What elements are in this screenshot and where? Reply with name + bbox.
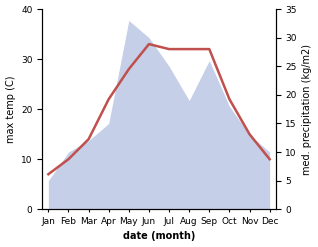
X-axis label: date (month): date (month) xyxy=(123,231,195,242)
Y-axis label: med. precipitation (kg/m2): med. precipitation (kg/m2) xyxy=(302,44,313,175)
Y-axis label: max temp (C): max temp (C) xyxy=(5,75,16,143)
